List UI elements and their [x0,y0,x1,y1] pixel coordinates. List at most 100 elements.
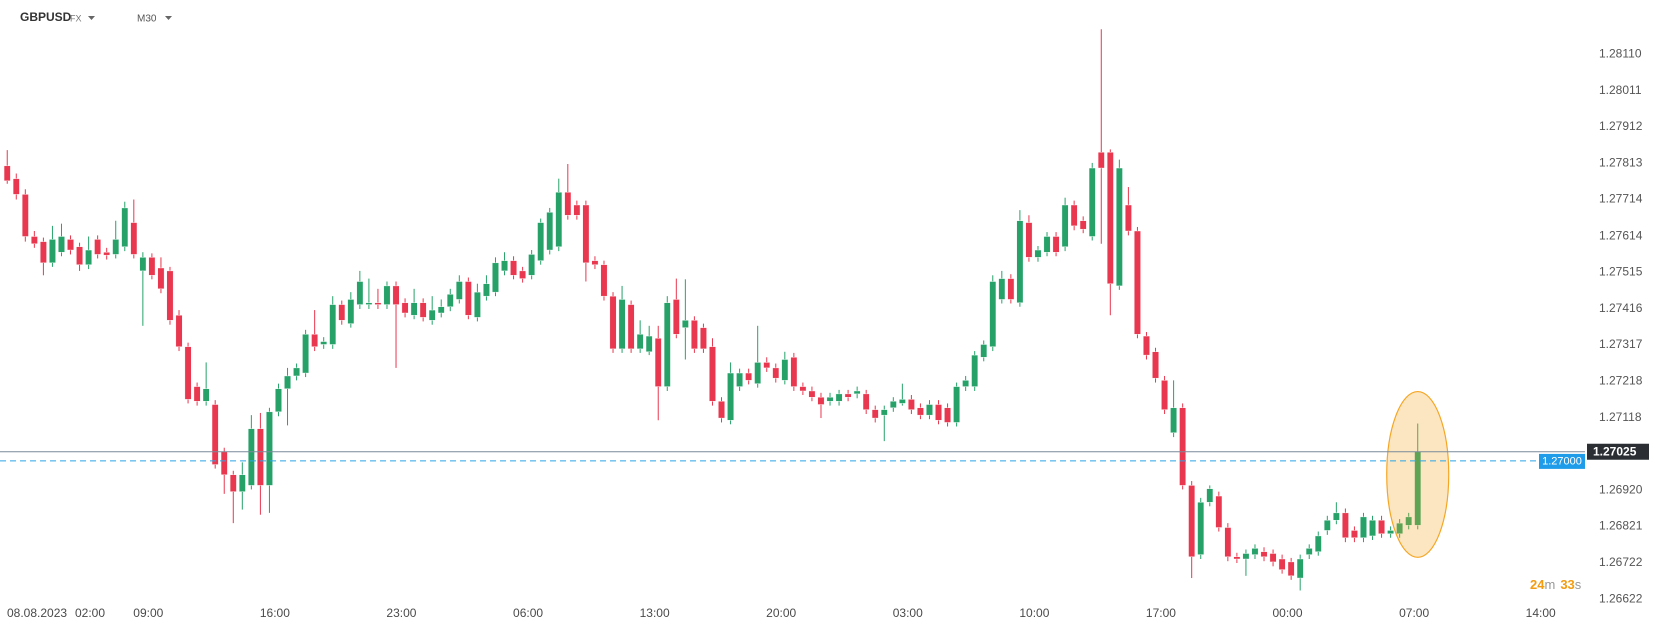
candle-body [1269,553,1277,563]
candle-body [573,204,581,216]
timer-minutes: 24 [1530,577,1545,592]
candle-body [808,390,816,398]
candle-body [401,302,409,314]
candle-body [1305,548,1313,555]
candle-body [591,260,599,265]
x-tick-label: 23:00 [386,606,416,620]
candle-body [356,281,364,305]
candle-body [1125,204,1132,232]
candle-body [1369,519,1376,537]
candle-body [1052,236,1060,253]
candle-body [284,375,291,389]
candle-body [1396,522,1404,534]
candle-body [374,302,382,305]
candle-body [1360,516,1367,538]
candle-body [483,283,490,297]
candle-body [1206,488,1214,503]
candle-body [1179,407,1187,486]
candle-body [1233,556,1241,560]
candle-body [410,302,418,316]
candle-body [745,372,753,381]
candle-body [799,386,807,392]
x-tick-label: 00:00 [1273,606,1303,620]
candle-body [329,304,337,345]
candle-body [112,239,120,255]
candle-body [953,386,960,423]
x-tick-label: 03:00 [893,606,923,620]
x-tick-label: 17:00 [1146,606,1176,620]
candle-body [1170,407,1177,433]
candle-body [736,372,743,387]
candle-body [1134,230,1141,335]
y-tick-label: 1.27218 [1599,373,1643,387]
candle-body [1332,512,1340,521]
candle-body [1387,530,1394,534]
candle-body [1007,278,1015,300]
candle-body [1106,152,1114,284]
symbol-dropdown[interactable] [88,16,95,20]
symbol[interactable]: GBPUSD [20,10,72,24]
candle-body [1043,236,1051,253]
y-tick-label: 1.27614 [1599,228,1643,242]
y-tick-label: 1.27317 [1599,337,1643,351]
candle-body [935,404,942,421]
timer-minutes_unit: m [1544,577,1555,592]
y-tick-label: 1.28110 [1599,47,1642,61]
candle-body [238,474,246,492]
x-tick-label: 02:00 [75,606,105,620]
candle-body [1287,561,1295,577]
candle-body [654,338,662,387]
candle-body [492,262,499,293]
candle-body [464,281,472,316]
candle-body [754,362,762,384]
candle-body [645,335,653,352]
candle-body [1215,495,1223,528]
candle-body [1034,249,1042,258]
candle-body [320,341,328,345]
candle-body [383,285,391,305]
candle-body [772,367,780,379]
candle-body [474,291,481,318]
candle-body [917,407,924,416]
candle-body [835,393,843,402]
y-tick-label: 1.26920 [1599,482,1643,496]
candle-body [700,327,707,350]
x-tick-label: 20:00 [766,606,796,620]
candle-body [58,236,65,253]
timeframe[interactable]: M30 [137,14,157,25]
candle-body [528,254,536,276]
y-tick-label: 1.26622 [1599,591,1643,605]
candle-body [880,409,888,416]
candle-body [781,359,789,381]
y-tick-label: 1.27416 [1599,301,1643,315]
candle-body [40,241,47,264]
candle-body [663,302,671,387]
highlight-ellipse [1386,390,1450,558]
candle-body [908,399,915,410]
candle-body [30,236,38,245]
candle-body [365,302,373,305]
x-tick-label: 10:00 [1019,606,1049,620]
x-tick-label: 07:00 [1399,606,1429,620]
candle-body [537,222,545,261]
candle-body [1260,551,1268,558]
candle-body [853,390,861,395]
candle-body [446,294,454,307]
candle-body [21,194,29,237]
candle-body [510,260,517,276]
candle-body [1079,220,1087,230]
header: GBPUSD FX M30 [20,10,172,25]
candle-body [672,299,680,335]
x-tick-label: 09:00 [133,606,163,620]
timeframe-dropdown[interactable] [165,16,172,20]
candle-body [229,474,237,492]
candle-body [166,270,174,321]
candle-body [555,191,563,247]
candle-body [618,299,626,350]
candle-body [220,451,228,476]
candle-body [1251,548,1259,555]
candle-body [546,212,554,251]
market: FX [70,13,82,23]
candle-body [49,239,56,264]
date-label: 08.08.2023 [7,606,67,620]
